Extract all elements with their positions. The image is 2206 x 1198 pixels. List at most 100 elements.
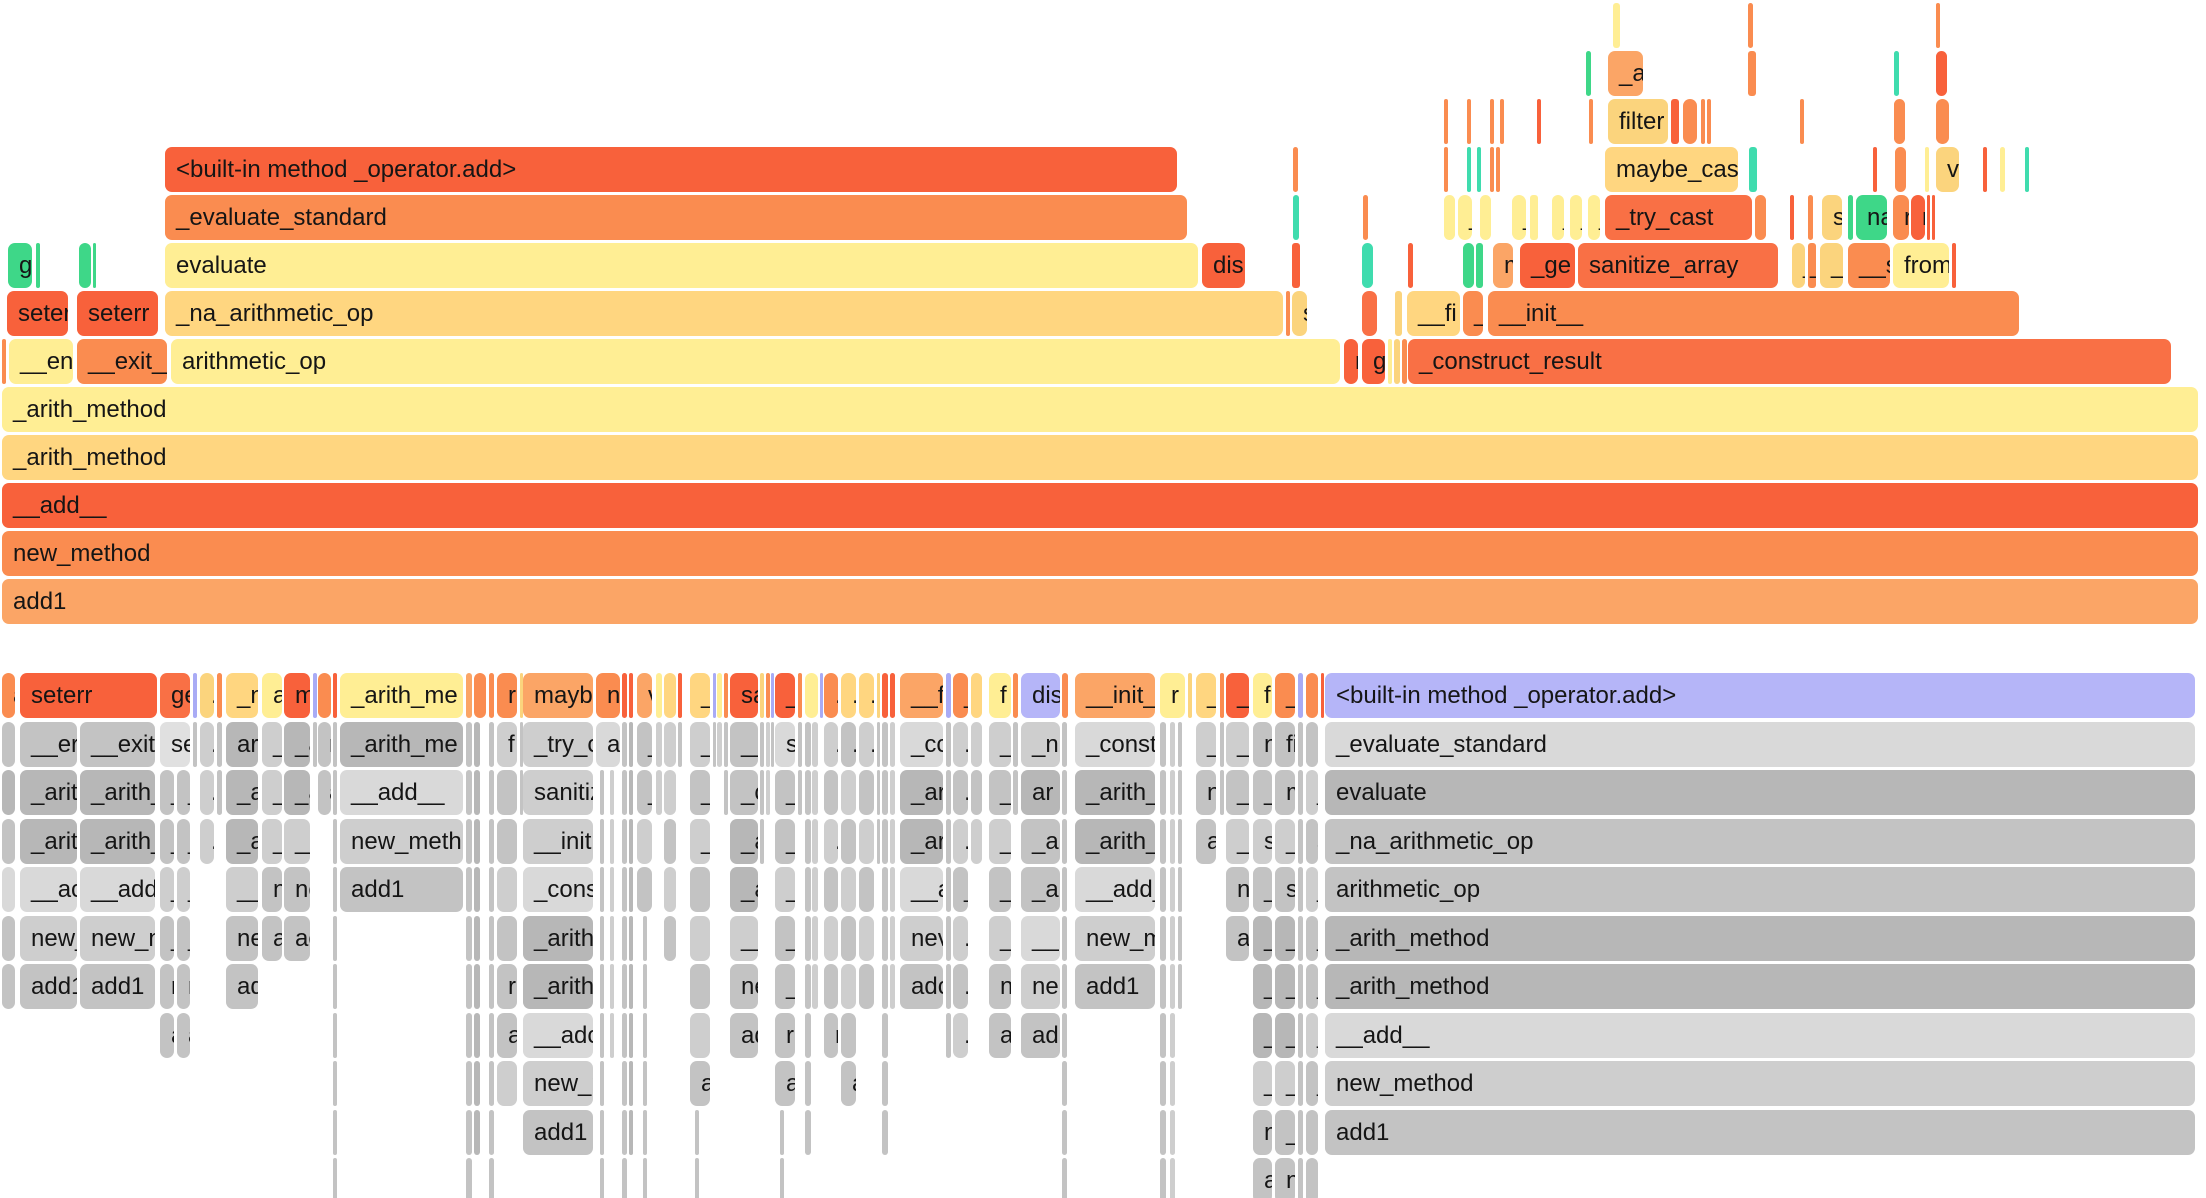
flame-frame[interactable]	[622, 1109, 627, 1155]
flame-frame[interactable]: _	[953, 867, 968, 912]
flame-frame[interactable]: _	[690, 770, 710, 815]
flame-frame[interactable]: _	[177, 915, 190, 961]
flame-frame[interactable]	[1178, 721, 1182, 767]
flame-frame[interactable]	[1363, 195, 1368, 240]
flame-frame[interactable]	[1170, 1061, 1175, 1106]
flame-frame[interactable]: n	[1196, 770, 1216, 815]
flame-frame[interactable]	[643, 1158, 647, 1198]
flame-frame[interactable]: _	[177, 818, 190, 864]
flame-frame[interactable]	[1293, 195, 1299, 240]
flame-frame[interactable]	[629, 1061, 633, 1106]
flame-frame[interactable]	[497, 1061, 517, 1106]
flame-frame[interactable]: a(	[1226, 915, 1249, 961]
flame-frame[interactable]: _	[1275, 1109, 1295, 1155]
flame-frame[interactable]	[313, 721, 317, 767]
flame-frame[interactable]	[474, 818, 480, 864]
flame-frame[interactable]	[812, 721, 818, 767]
flame-frame[interactable]	[824, 964, 838, 1009]
flame-frame[interactable]	[1220, 673, 1224, 718]
flame-frame[interactable]: _	[775, 915, 795, 961]
flame-frame[interactable]	[622, 1158, 627, 1198]
flame-frame[interactable]	[333, 721, 337, 767]
flame-frame[interactable]	[1362, 243, 1373, 288]
flame-frame[interactable]: _arit	[20, 818, 77, 864]
flame-frame[interactable]	[882, 673, 888, 718]
flame-frame[interactable]	[1160, 915, 1166, 961]
flame-frame[interactable]	[1298, 867, 1303, 912]
flame-frame[interactable]: _	[775, 673, 795, 718]
flame-frame[interactable]	[1220, 770, 1224, 815]
flame-frame[interactable]	[333, 1012, 337, 1058]
flame-frame[interactable]: _	[1275, 1061, 1295, 1106]
flame-frame[interactable]	[2, 915, 15, 961]
flame-frame[interactable]: r	[1306, 721, 1318, 767]
flame-frame[interactable]: na	[1856, 195, 1887, 240]
flame-frame[interactable]	[812, 915, 818, 961]
flame-frame[interactable]: _ar	[900, 770, 943, 815]
flame-frame[interactable]: n	[1253, 1109, 1272, 1155]
flame-frame[interactable]	[760, 721, 764, 767]
flame-frame[interactable]	[1490, 147, 1494, 192]
flame-frame[interactable]: nc	[284, 867, 310, 912]
flame-frame[interactable]	[333, 1109, 337, 1155]
flame-frame[interactable]	[760, 818, 764, 864]
flame-frame[interactable]: new_m	[1075, 915, 1155, 961]
flame-frame[interactable]	[824, 867, 838, 912]
flame-frame[interactable]: _	[160, 818, 174, 864]
flame-frame[interactable]	[1286, 291, 1290, 336]
flame-frame[interactable]: __add__	[340, 770, 463, 815]
flame-frame[interactable]	[643, 1012, 647, 1058]
flame-frame[interactable]	[489, 1061, 494, 1106]
flame-frame[interactable]	[1894, 51, 1899, 96]
flame-frame[interactable]: dis	[1021, 673, 1060, 718]
flame-frame[interactable]	[600, 1061, 604, 1106]
flame-frame[interactable]	[946, 673, 951, 718]
flame-frame[interactable]: _	[1253, 915, 1272, 961]
flame-frame[interactable]	[724, 721, 728, 767]
flame-frame[interactable]	[217, 673, 222, 718]
flame-frame[interactable]	[1062, 1158, 1067, 1198]
flame-frame[interactable]: _	[775, 770, 795, 815]
flame-frame[interactable]: __add__	[2, 483, 2198, 528]
flame-frame[interactable]	[466, 1061, 472, 1106]
flame-frame[interactable]	[812, 867, 818, 912]
flame-frame[interactable]: _	[1552, 195, 1564, 240]
flame-frame[interactable]	[841, 915, 856, 961]
flame-frame[interactable]	[766, 721, 770, 767]
flame-frame[interactable]: <built-in method _operator.add>	[165, 147, 1177, 192]
flame-frame[interactable]: _a	[226, 818, 258, 864]
flame-frame[interactable]	[1408, 243, 1413, 288]
flame-frame[interactable]: _n	[1021, 721, 1060, 767]
flame-frame[interactable]: .	[953, 1012, 968, 1058]
flame-frame[interactable]	[882, 721, 888, 767]
flame-frame[interactable]	[841, 1012, 856, 1058]
flame-frame[interactable]	[466, 1109, 472, 1155]
flame-frame[interactable]	[1748, 3, 1753, 48]
flame-frame[interactable]: _evaluate_standard	[1325, 721, 2195, 767]
flame-frame[interactable]: .	[200, 770, 214, 815]
flame-frame[interactable]	[656, 721, 662, 767]
flame-frame[interactable]: n(	[1226, 867, 1249, 912]
flame-frame[interactable]	[313, 673, 317, 718]
flame-frame[interactable]	[466, 1158, 472, 1198]
flame-frame[interactable]	[1160, 1012, 1166, 1058]
flame-frame[interactable]	[678, 673, 682, 718]
flame-frame[interactable]	[1500, 99, 1504, 144]
flame-frame[interactable]	[1749, 147, 1757, 192]
flame-frame[interactable]	[1298, 915, 1303, 961]
flame-frame[interactable]	[877, 721, 880, 767]
flame-frame[interactable]: __add_	[1075, 867, 1155, 912]
flame-frame[interactable]: ad	[1021, 1012, 1060, 1058]
flame-frame[interactable]: _	[160, 915, 174, 961]
flame-frame[interactable]	[610, 915, 614, 961]
flame-frame[interactable]: a	[1306, 1158, 1318, 1198]
flame-frame[interactable]: __init_	[1075, 673, 1155, 718]
flame-frame[interactable]	[882, 867, 888, 912]
flame-frame[interactable]	[520, 770, 523, 815]
flame-frame[interactable]	[622, 915, 627, 961]
flame-frame[interactable]: a	[690, 1061, 710, 1106]
flame-frame[interactable]: __init__	[1488, 291, 2019, 336]
flame-frame[interactable]: add1	[20, 964, 77, 1009]
flame-frame[interactable]: _	[1512, 195, 1526, 240]
flame-frame[interactable]	[622, 1012, 627, 1058]
